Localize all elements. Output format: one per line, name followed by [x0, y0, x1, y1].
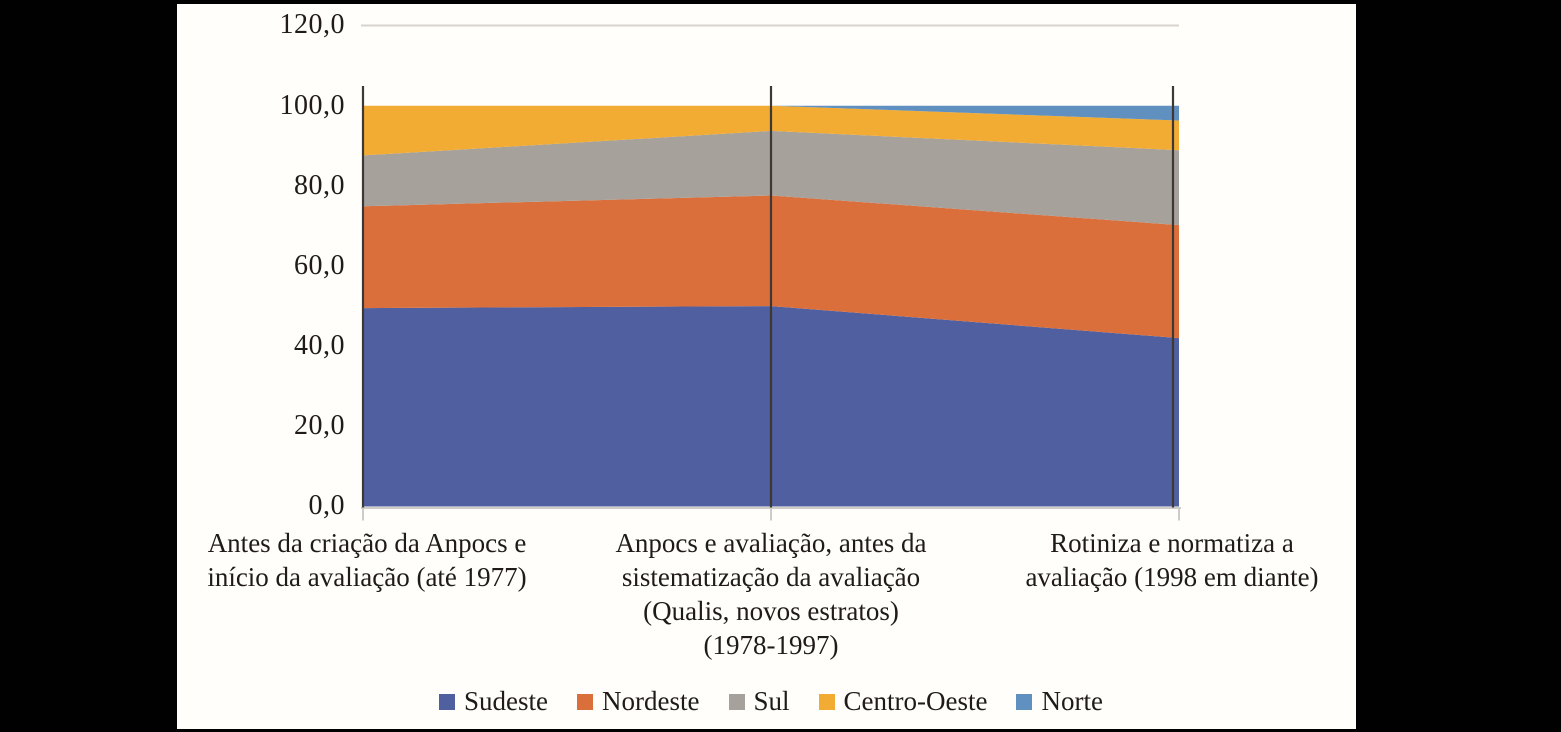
legend-label-centro-oeste: Centro-Oeste [843, 686, 988, 716]
legend-item-sudeste: Sudeste [439, 685, 548, 717]
stacked-area-plot [361, 24, 1181, 521]
y-tick-label-0: 0,0 [308, 490, 345, 521]
legend: Sudeste Nordeste Sul Centro-Oeste Norte [363, 684, 1179, 718]
category-label-2: Anpocs e avaliação, antes da sistematiza… [615, 528, 927, 660]
legend-label-sudeste: Sudeste [464, 686, 549, 716]
y-tick-label-40: 40,0 [294, 330, 345, 361]
legend-swatch-sul [728, 694, 745, 710]
y-tick-label-80: 80,0 [294, 170, 345, 201]
legend-item-sul: Sul [728, 685, 790, 717]
y-tick-label-60: 60,0 [294, 250, 345, 281]
area-norte [363, 105, 1179, 121]
legend-item-centro-oeste: Centro-Oeste [818, 685, 988, 717]
category-label-3: Rotiniza e normatiza a avaliação (1998 e… [1025, 528, 1319, 592]
legend-label-sul: Sul [753, 686, 790, 716]
legend-swatch-sudeste [439, 694, 456, 710]
y-tick-label-20: 20,0 [294, 410, 345, 441]
legend-swatch-centro-oeste [818, 694, 835, 710]
legend-label-norte: Norte [1041, 686, 1103, 716]
chart-panel: 120,0 100,0 80,0 60,0 40,0 20,0 0,0 Ante… [177, 4, 1356, 729]
legend-swatch-nordeste [577, 694, 594, 710]
category-label-1: Antes da criação da Anpocs e início da a… [207, 528, 527, 592]
y-tick-label-120: 120,0 [279, 9, 345, 40]
legend-item-nordeste: Nordeste [577, 685, 700, 717]
y-tick-label-100: 100,0 [279, 90, 345, 121]
legend-label-nordeste: Nordeste [602, 686, 700, 716]
legend-item-norte: Norte [1016, 685, 1103, 717]
legend-swatch-norte [1016, 694, 1033, 710]
